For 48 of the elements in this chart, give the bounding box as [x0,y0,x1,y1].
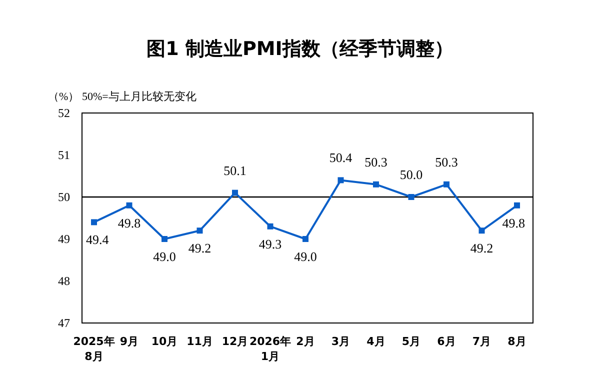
y-axis-title: （%） [48,91,80,103]
point [91,219,97,226]
text: 49.8 [118,215,141,230]
point [162,236,168,242]
text: 50.3 [435,154,458,170]
text: 49.2 [470,240,494,256]
point [267,223,274,230]
y-tick-label: 49 [58,232,70,246]
x-tick-label: 10月 [151,335,178,348]
x-tick-label: 7月 [472,335,492,348]
point [373,181,379,188]
text: 49.0 [294,249,317,264]
y-tick-label: 48 [58,274,70,288]
text: 50%=与上月比较无变化 [82,90,196,103]
text: 49.8 [502,215,525,230]
point [302,236,308,242]
point [338,177,344,184]
x-tick-label: 2026年 1月 [249,335,292,363]
point [444,181,450,188]
point [196,228,203,234]
x-tick-label: 4月 [366,335,386,348]
chart-title: 图1 制造业PMI指数（经季节调整） [146,38,454,60]
y-tick-label: 47 [58,316,70,330]
text: 50.1 [224,162,246,178]
x-tick-label: 2月 [296,335,315,348]
y-tick-label: 52 [58,106,70,120]
x-tick-label: 12月 [222,335,248,348]
point [408,194,414,200]
x-tick-label: 5月 [402,335,421,348]
text: 49.4 [86,232,109,248]
text: 50.3 [364,154,388,170]
text: 49.3 [258,236,282,252]
text: 49.0 [153,249,176,264]
x-tick-label: 11月 [186,335,213,348]
point [126,202,132,208]
y-tick-label: 50 [58,190,70,204]
point [232,190,238,196]
x-tick-label: 6月 [437,335,456,348]
x-tick-label: 2025年 8月 [73,335,115,363]
point [514,202,520,208]
x-tick-label: 8月 [508,335,526,348]
text: 49.2 [188,240,212,256]
x-tick-label: 9月 [120,335,139,348]
x-tick-label: 3月 [331,335,350,348]
point [478,228,485,234]
text: 50.0 [400,167,423,182]
y-tick-label: 51 [58,148,70,162]
text: 50.4 [329,150,352,166]
